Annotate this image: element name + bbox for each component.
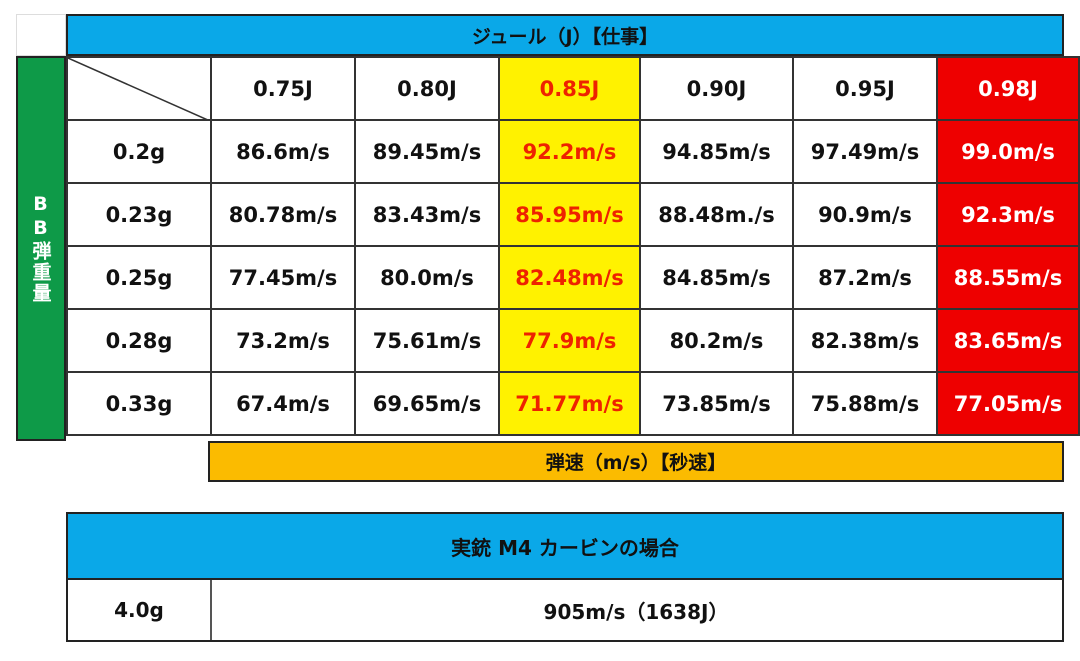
column-header: 0.90J xyxy=(639,56,794,121)
row-label: 0.2g xyxy=(66,119,212,184)
velocity-cell: 84.85m/s xyxy=(639,245,794,310)
velocity-cell: 80.78m/s xyxy=(210,182,356,247)
velocity-cell: 77.45m/s xyxy=(210,245,356,310)
velocity-cell: 85.95m/s xyxy=(498,182,641,247)
diagonal-corner-cell xyxy=(66,56,212,121)
m4-weight: 4.0g xyxy=(68,580,212,640)
column-header: 0.80J xyxy=(354,56,500,121)
velocity-cell: 97.49m/s xyxy=(792,119,938,184)
velocity-cell: 80.2m/s xyxy=(639,308,794,373)
velocity-cell: 75.61m/s xyxy=(354,308,500,373)
velocity-cell: 82.48m/s xyxy=(498,245,641,310)
velocity-cell: 92.3m/s xyxy=(936,182,1080,247)
velocity-cell: 86.6m/s xyxy=(210,119,356,184)
velocity-cell: 92.2m/s xyxy=(498,119,641,184)
velocity-cell: 94.85m/s xyxy=(639,119,794,184)
speed-title: 弾速（m/s）【秒速】 xyxy=(545,452,727,474)
velocity-cell: 83.65m/s xyxy=(936,308,1080,373)
velocity-cell: 77.9m/s xyxy=(498,308,641,373)
velocity-table: 0.75J 0.80J 0.85J 0.90J 0.95J 0.98J 0.2g 86.6m/… xyxy=(66,56,1080,436)
m4-table: 実銃 M4 カービンの場合 4.0g 905m/s（1638J） xyxy=(66,512,1064,642)
header-row: 0.75J 0.80J 0.85J 0.90J 0.95J 0.98J xyxy=(66,56,1080,121)
row-label: 0.28g xyxy=(66,308,212,373)
velocity-cell: 80.0m/s xyxy=(354,245,500,310)
joule-header: ジュール（J）【仕事】 xyxy=(66,14,1064,56)
velocity-cell: 69.65m/s xyxy=(354,371,500,436)
speed-footer: 弾速（m/s）【秒速】 xyxy=(208,441,1064,482)
velocity-cell: 75.88m/s xyxy=(792,371,938,436)
velocity-cell: 73.85m/s xyxy=(639,371,794,436)
row-label: 0.25g xyxy=(66,245,212,310)
row-label: 0.33g xyxy=(66,371,212,436)
velocity-cell: 88.55m/s xyxy=(936,245,1080,310)
bb-weight-side-label: BB弾重量 xyxy=(16,56,66,441)
joule-title: ジュール（J）【仕事】 xyxy=(471,25,659,48)
row-label: 0.23g xyxy=(66,182,212,247)
velocity-cell: 67.4m/s xyxy=(210,371,356,436)
table-row: 0.23g 80.78m/s 83.43m/s 85.95m/s 88.48m./s 90… xyxy=(66,182,1080,247)
table-row: 0.25g 77.45m/s 80.0m/s 82.48m/s 84.85m/s 87.2… xyxy=(66,245,1080,310)
column-header: 0.98J xyxy=(936,56,1080,121)
velocity-cell: 99.0m/s xyxy=(936,119,1080,184)
m4-title: 実銃 M4 カービンの場合 xyxy=(68,514,1062,580)
velocity-cell: 77.05m/s xyxy=(936,371,1080,436)
column-header: 0.75J xyxy=(210,56,356,121)
velocity-cell: 90.9m/s xyxy=(792,182,938,247)
column-header: 0.85J xyxy=(498,56,641,121)
table-row: 0.2g 86.6m/s 89.45m/s 92.2m/s 94.85m/s 97.49m… xyxy=(66,119,1080,184)
velocity-cell: 89.45m/s xyxy=(354,119,500,184)
table-row: 0.28g 73.2m/s 75.61m/s 77.9m/s 80.2m/s 82.38m… xyxy=(66,308,1080,373)
column-header: 0.95J xyxy=(792,56,938,121)
diagonal-line xyxy=(68,58,210,121)
m4-velocity: 905m/s（1638J） xyxy=(543,599,729,624)
side-label-text: BB弾重量 xyxy=(29,193,52,304)
velocity-cell: 71.77m/s xyxy=(498,371,641,436)
velocity-cell: 82.38m/s xyxy=(792,308,938,373)
velocity-cell: 88.48m./s xyxy=(639,182,794,247)
corner-cell xyxy=(16,14,66,56)
table-row: 0.33g 67.4m/s 69.65m/s 71.77m/s 73.85m/s 75.8… xyxy=(66,371,1080,436)
velocity-cell: 73.2m/s xyxy=(210,308,356,373)
velocity-cell: 87.2m/s xyxy=(792,245,938,310)
velocity-cell: 83.43m/s xyxy=(354,182,500,247)
